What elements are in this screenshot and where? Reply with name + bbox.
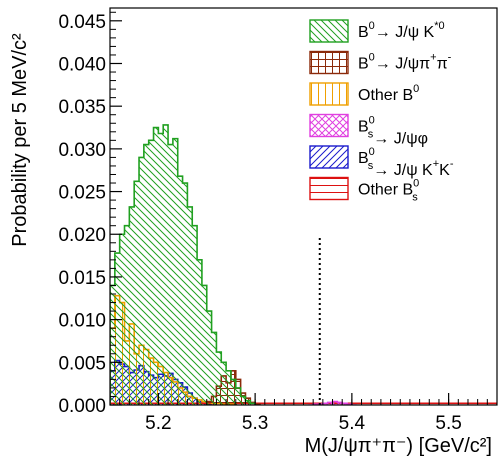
x-tick-label: 5.5 <box>435 413 461 434</box>
series-fill-b0_kstar <box>110 124 256 405</box>
y-tick-label: 0.005 <box>58 353 106 374</box>
series-b0_kstar <box>110 124 256 405</box>
series-line-b0_kstar <box>110 124 256 405</box>
legend-swatch <box>309 145 349 169</box>
legend-swatch <box>309 82 349 106</box>
legend: B0→ J/ψ K*0 B0→ J/ψπ+π- Other B0 B0 s→ J/ψφB… <box>309 19 454 204</box>
legend-item-b0_pipi: B0→ J/ψπ+π- <box>309 50 452 75</box>
legend-swatch <box>309 50 349 75</box>
y-tick-label: 0.015 <box>58 268 106 289</box>
legend-item-other_bs: Other B0 s <box>309 176 419 204</box>
legend-label: Other B0 s <box>358 178 419 204</box>
y-tick-label: 0.000 <box>58 396 106 417</box>
legend-label: Other B0 <box>358 83 419 104</box>
y-axis-title: Probability per 5 MeV/c² <box>9 33 31 247</box>
x-axis-title: M(J/ψπ⁺π⁻) [GeV/c²] <box>305 435 492 457</box>
legend-label: B0 s→ J/ψφ <box>358 115 428 148</box>
legend-item-b0_kstar: B0→ J/ψ K*0 <box>309 19 445 43</box>
legend-item-other_b0: Other B0 <box>309 82 419 106</box>
y-tick-label: 0.025 <box>58 183 106 204</box>
y-tick-label: 0.010 <box>58 311 106 332</box>
y-tick-label: 0.040 <box>58 54 106 75</box>
legend-swatch <box>309 113 349 138</box>
legend-item-bs_kk: B0 s→ J/ψ K+K- <box>309 145 454 179</box>
x-tick-label: 5.4 <box>339 413 366 434</box>
y-tick-label: 0.030 <box>58 140 106 161</box>
legend-swatch <box>309 176 349 201</box>
y-tick-label: 0.035 <box>58 97 106 118</box>
legend-item-bs_phi: B0 s→ J/ψφ <box>309 113 428 148</box>
legend-label: B0 s→ J/ψ K+K- <box>358 146 454 179</box>
legend-label: B0→ J/ψ K*0 <box>358 20 445 41</box>
legend-label: B0→ J/ψπ+π- <box>358 52 452 73</box>
x-tick-label: 5.3 <box>242 413 268 434</box>
axes: 0.000 0.005 0.010 0.015 0.020 0.025 0.030 0.035… <box>58 7 498 434</box>
x-tick-label: 5.2 <box>145 413 171 434</box>
legend-swatch <box>309 19 349 43</box>
y-tick-label: 0.020 <box>58 225 106 246</box>
y-tick-label: 0.045 <box>58 12 106 33</box>
